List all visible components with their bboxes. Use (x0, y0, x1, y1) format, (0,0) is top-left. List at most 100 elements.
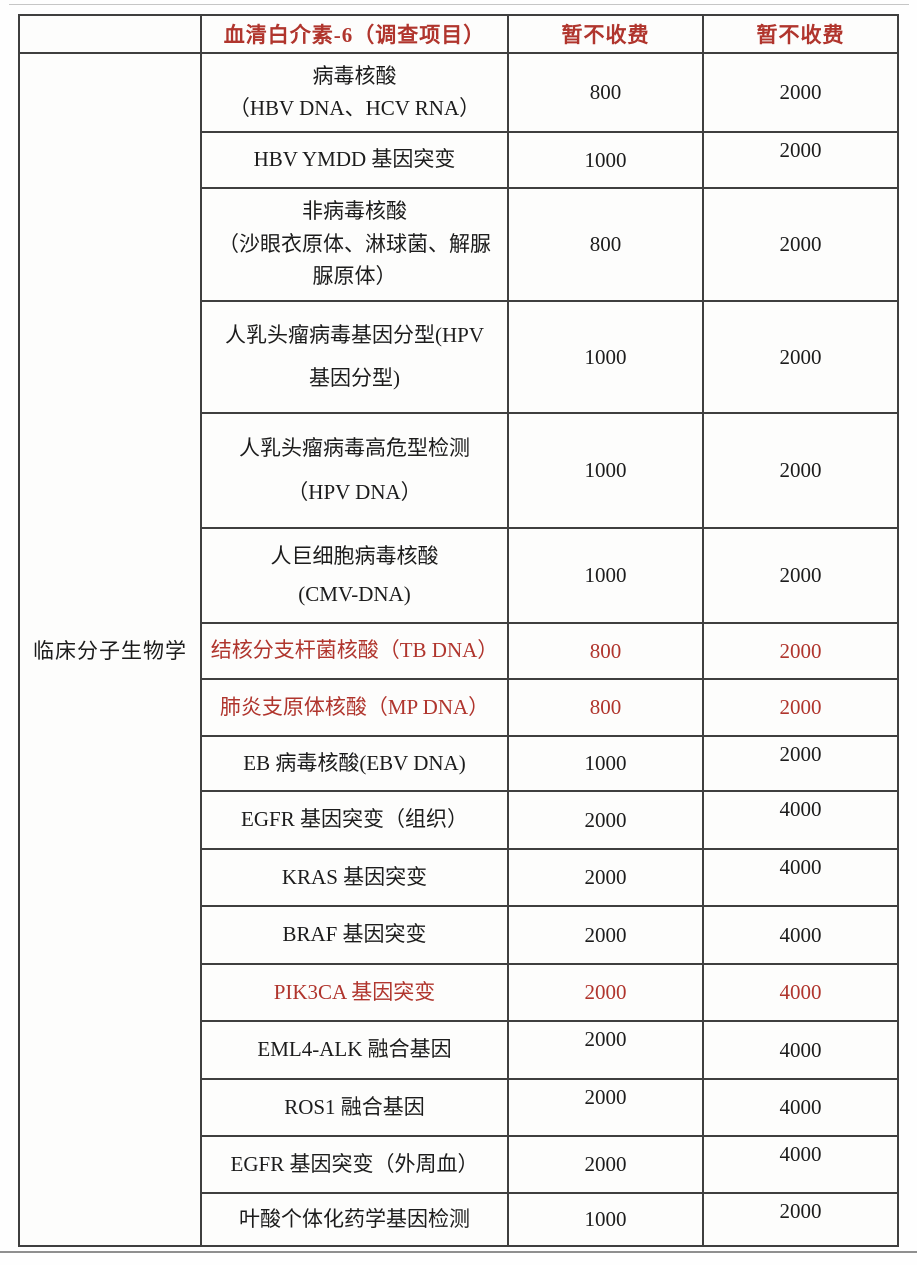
test-item-line: （HPV DNA） (287, 479, 422, 504)
price-cell-2: 2000 (702, 131, 899, 189)
table-row: HBV YMDD 基因突变 1000 2000 (19, 131, 899, 189)
test-item-lines: EGFR 基因突变（组织） (202, 795, 507, 845)
test-item-cell: 人巨细胞病毒核酸 (CMV-DNA) (200, 527, 509, 624)
table-row: 临床分子生物学 病毒核酸 （HBV DNA、HCV RNA） 800 2000 (18, 52, 899, 1247)
test-item-line: EB 病毒核酸(EBV DNA) (243, 750, 466, 775)
test-item-line: （沙眼衣原体、淋球菌、解脲 (218, 231, 491, 256)
header-cell-item: 血清白介素-6（调查项目） (200, 14, 509, 54)
test-item-lines: HBV YMDD 基因突变 (202, 136, 507, 184)
test-item-cell: EML4-ALK 融合基因 (200, 1020, 509, 1080)
test-item-lines: 人乳头瘤病毒高危型检测 （HPV DNA） (202, 417, 507, 524)
price-cell-1: 2000 (507, 790, 704, 850)
price-cell-1: 2000 (507, 963, 704, 1022)
test-item-line: ROS1 融合基因 (284, 1094, 425, 1119)
test-item-line: 人乳头瘤病毒基因分型(HPV (224, 322, 484, 347)
price-table: 血清白介素-6（调查项目） 暂不收费 暂不收费 临床分子生物学 病毒核酸 （HBV … (18, 14, 899, 1247)
table-row: 人乳头瘤病毒基因分型(HPV 基因分型) 1000 2000 (19, 300, 899, 414)
test-item-line: （HBV DNA、HCV RNA） (228, 95, 481, 120)
test-item-lines: KRAS 基因突变 (202, 853, 507, 902)
table-row: 人巨细胞病毒核酸 (CMV-DNA) 1000 2000 (19, 527, 899, 624)
test-item-line: 人乳头瘤病毒高危型检测 (239, 435, 470, 460)
price-cell-1: 1000 (507, 131, 704, 189)
table-row: ROS1 融合基因 2000 4000 (19, 1078, 899, 1137)
test-item-line: 叶酸个体化药学基因检测 (239, 1206, 470, 1231)
price-cell-1: 2000 (507, 848, 704, 907)
test-item-lines: 人巨细胞病毒核酸 (CMV-DNA) (202, 532, 507, 619)
bottom-remnant-line (0, 1251, 917, 1253)
test-item-lines: 病毒核酸 （HBV DNA、HCV RNA） (202, 57, 507, 128)
test-item-lines: ROS1 融合基因 (202, 1083, 507, 1132)
table-row: BRAF 基因突变 2000 4000 (19, 905, 899, 965)
test-item-line: 非病毒核酸 (302, 199, 407, 224)
test-item-lines: 肺炎支原体核酸（MP DNA） (202, 683, 507, 732)
test-item-cell: ROS1 融合基因 (200, 1078, 509, 1137)
table-row: 人乳头瘤病毒高危型检测 （HPV DNA） 1000 2000 (19, 412, 899, 529)
test-item-cell: HBV YMDD 基因突变 (200, 131, 509, 189)
price-cell-2: 2000 (702, 735, 899, 792)
price-cell-2: 4000 (702, 1078, 899, 1137)
price-cell-2: 2000 (702, 678, 899, 737)
price-cell-1: 800 (507, 678, 704, 737)
price-cell-2: 4000 (702, 848, 899, 907)
test-item-line: PIK3CA 基因突变 (273, 979, 436, 1004)
test-item-line: EGFR 基因突变（外周血） (230, 1151, 479, 1176)
test-item-lines: EB 病毒核酸(EBV DNA) (202, 740, 507, 787)
category-cell: 临床分子生物学 (18, 52, 202, 1247)
test-item-cell: BRAF 基因突变 (200, 905, 509, 965)
price-cell-1: 1000 (507, 1192, 704, 1247)
test-item-line: 病毒核酸 (312, 63, 397, 88)
test-item-cell: 人乳头瘤病毒高危型检测 （HPV DNA） (200, 412, 509, 529)
price-cell-1: 2000 (507, 1135, 704, 1194)
test-item-lines: 非病毒核酸 （沙眼衣原体、淋球菌、解脲 脲原体） (202, 192, 507, 297)
table-row: 叶酸个体化药学基因检测 1000 2000 (19, 1192, 899, 1247)
price-cell-1: 800 (507, 52, 704, 133)
table-row: 非病毒核酸 （沙眼衣原体、淋球菌、解脲 脲原体） 800 2000 (19, 187, 899, 302)
test-item-line: EML4-ALK 融合基因 (257, 1037, 452, 1062)
table-row: KRAS 基因突变 2000 4000 (19, 848, 899, 907)
test-item-line: 基因分型) (309, 365, 400, 390)
price-cell-2: 4000 (702, 790, 899, 850)
price-cell-2: 2000 (702, 412, 899, 529)
test-item-cell: KRAS 基因突变 (200, 848, 509, 907)
price-cell-1: 800 (507, 187, 704, 302)
test-item-lines: EML4-ALK 融合基因 (202, 1025, 507, 1075)
header-cell-price1: 暂不收费 (507, 14, 704, 54)
test-item-lines: BRAF 基因突变 (202, 910, 507, 960)
price-cell-1: 1000 (507, 412, 704, 529)
price-cell-2: 2000 (702, 1192, 899, 1247)
test-item-line: BRAF 基因突变 (282, 922, 427, 947)
top-remnant-line (9, 4, 909, 5)
table-row: EGFR 基因突变（组织） 2000 4000 (19, 790, 899, 850)
price-cell-1: 1000 (507, 300, 704, 414)
test-item-line: 肺炎支原体核酸（MP DNA） (219, 694, 490, 719)
price-cell-2: 4000 (702, 905, 899, 965)
test-item-lines: 叶酸个体化药学基因检测 (202, 1197, 507, 1242)
price-cell-1: 800 (507, 622, 704, 680)
price-cell-2: 2000 (702, 187, 899, 302)
test-item-cell: 结核分支杆菌核酸（TB DNA） (200, 622, 509, 680)
price-cell-2: 2000 (702, 622, 899, 680)
test-item-cell: EB 病毒核酸(EBV DNA) (200, 735, 509, 792)
category-label: 临床分子生物学 (33, 638, 187, 663)
test-item-line: HBV YMDD 基因突变 (253, 147, 456, 172)
test-item-line: KRAS 基因突变 (281, 864, 428, 889)
price-cell-1: 2000 (507, 905, 704, 965)
table-row: 结核分支杆菌核酸（TB DNA） 800 2000 (19, 622, 899, 680)
test-item-line: 人巨细胞病毒核酸 (270, 544, 439, 569)
test-item-cell: 肺炎支原体核酸（MP DNA） (200, 678, 509, 737)
price-cell-2: 2000 (702, 52, 899, 133)
table-row: PIK3CA 基因突变 2000 4000 (19, 963, 899, 1022)
test-item-cell: EGFR 基因突变（组织） (200, 790, 509, 850)
price-cell-2: 4000 (702, 1135, 899, 1194)
test-item-lines: 人乳头瘤病毒基因分型(HPV 基因分型) (202, 305, 507, 409)
test-item-cell: EGFR 基因突变（外周血） (200, 1135, 509, 1194)
test-item-line: (CMV-DNA) (298, 581, 411, 606)
price-cell-2: 4000 (702, 1020, 899, 1080)
price-cell-1: 1000 (507, 527, 704, 624)
test-item-lines: PIK3CA 基因突变 (202, 968, 507, 1017)
test-item-lines: EGFR 基因突变（外周血） (202, 1140, 507, 1189)
table-header-row: 血清白介素-6（调查项目） 暂不收费 暂不收费 (18, 14, 899, 54)
price-cell-1: 2000 (507, 1020, 704, 1080)
test-item-cell: 病毒核酸 （HBV DNA、HCV RNA） (200, 52, 509, 133)
